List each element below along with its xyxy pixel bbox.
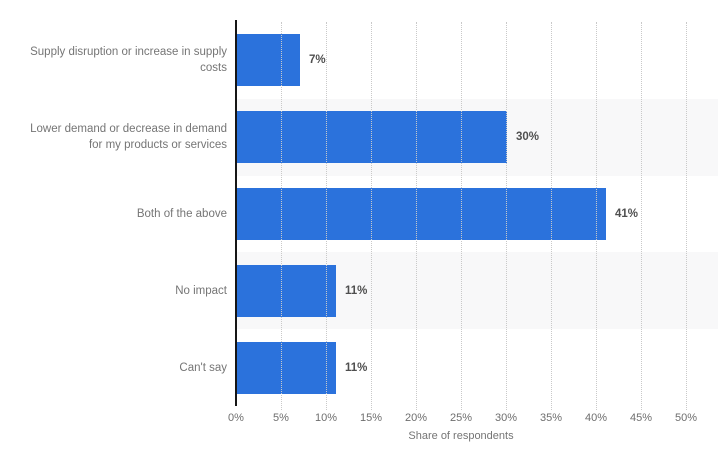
gridline [686,22,687,410]
x-tick-label: 15% [359,412,383,424]
value-label: 7% [309,54,326,67]
chart-row: Supply disruption or increase in supply … [0,22,718,99]
plot-row-band: 11% [237,329,718,406]
plot-row-band: 7% [237,22,718,99]
bar [237,264,336,317]
gridline [326,22,327,410]
category-label-text: No impact [175,284,227,297]
x-tick-label: 30% [494,412,518,424]
category-label-text: Supply disruption or increase in supply … [30,46,227,75]
x-tick-label: 10% [314,412,338,424]
plot-area: Supply disruption or increase in supply … [0,22,718,406]
category-label-text: Lower demand or decrease in demand for m… [30,123,227,152]
value-label: 11% [345,361,368,374]
x-tick-label: 50% [674,412,698,424]
bar [237,111,507,164]
plot-row-band: 30% [237,98,718,176]
value-label: 41% [615,207,639,220]
category-label-text: Can't say [179,361,227,374]
gridline [281,22,282,410]
x-tick-label: 5% [273,412,289,424]
value-label: 11% [345,284,368,297]
chart-row: Both of the above 41% [0,176,718,253]
category-label: Supply disruption or increase in supply … [0,22,237,99]
gridline [461,22,462,410]
gridline [506,22,507,410]
gridline [371,22,372,410]
gridline [416,22,417,410]
gridline [596,22,597,410]
value-label: 30% [516,131,540,144]
category-label-text: Both of the above [136,207,227,220]
gridline [641,22,642,410]
y-axis-line [235,20,237,406]
x-tick-label: 40% [584,412,608,424]
category-label: Lower demand or decrease in demand for m… [0,99,237,176]
bar [237,187,606,240]
plot-row-band: 11% [237,252,718,330]
chart-row: No impact 11% [0,252,718,330]
x-tick-label: 35% [539,412,563,424]
category-label: Both of the above [0,176,237,253]
plot-row-band: 41% [237,176,718,253]
x-axis-title: Share of respondents [408,430,514,442]
category-label: Can't say [0,329,237,406]
bar [237,34,300,87]
bar [237,341,336,394]
x-tick-label: 20% [404,412,428,424]
gridline [551,22,552,410]
chart-row: Can't say 11% [0,329,718,406]
category-label: No impact [0,252,237,329]
x-tick-label: 25% [449,412,473,424]
x-tick-label: 0% [228,412,244,424]
chart-row: Lower demand or decrease in demand for m… [0,98,718,176]
x-tick-label: 45% [629,412,653,424]
